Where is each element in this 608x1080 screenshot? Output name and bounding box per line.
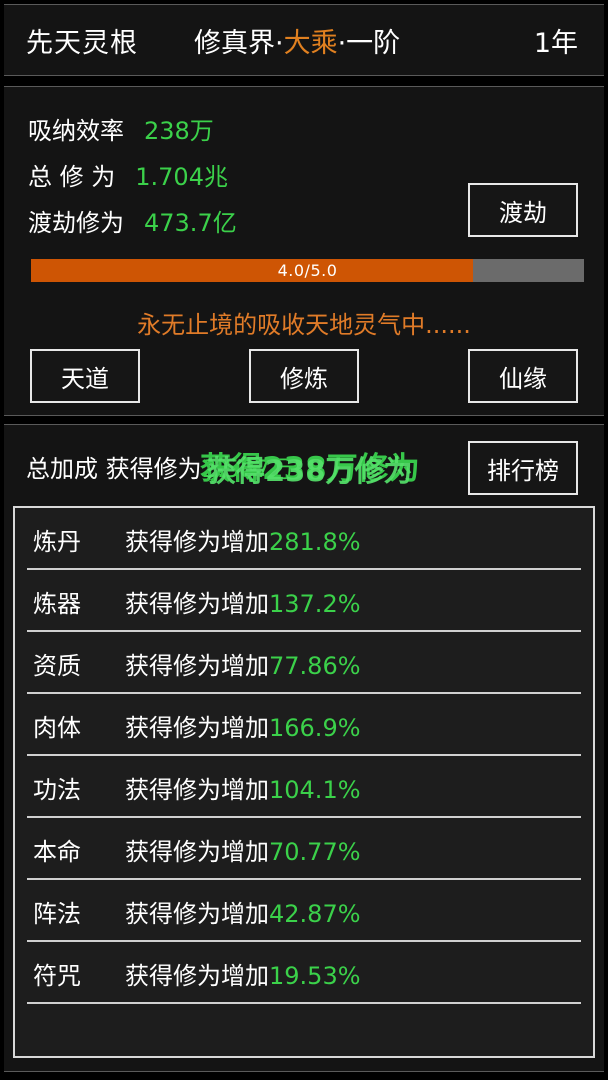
realm-label: 修真界·大乘·一阶: [194, 21, 400, 60]
bonus-row[interactable]: 符咒 获得修为增加19.53%: [15, 942, 593, 1004]
realm-suffix: ·一阶: [337, 27, 401, 59]
bonus-desc-text: 获得修为增加: [125, 837, 269, 866]
stat-value: 238万: [144, 117, 214, 145]
stat-label: 吸纳效率: [28, 117, 124, 145]
bonus-description: 获得修为增加166.9%: [125, 708, 361, 743]
bonus-name: 炼丹: [33, 527, 81, 556]
bonus-name: 资质: [33, 651, 81, 680]
progress-label: 4.0/5.0: [277, 261, 338, 280]
bonus-name: 本命: [33, 837, 81, 866]
ranking-button[interactable]: 排行榜: [468, 441, 578, 495]
bonus-percent: 104.1%: [269, 775, 361, 804]
bonus-summary-value: 2.587万: [201, 455, 295, 483]
bonus-list[interactable]: 炼丹 获得修为增加281.8% 炼器 获得修为增加137.2% 资质 获得修为增…: [13, 506, 595, 1058]
header-panel: 先天灵根 修真界·大乘·一阶 1年: [4, 4, 604, 76]
bonus-desc-text: 获得修为增加: [125, 651, 269, 680]
bonus-description: 获得修为增加77.86%: [125, 646, 361, 681]
status-message: 永无止境的吸收天地灵气中......: [137, 311, 471, 339]
cultivation-progress-bar[interactable]: 4.0/5.0: [31, 259, 584, 282]
bonus-row[interactable]: 本命 获得修为增加70.77%: [15, 818, 593, 880]
bonus-desc-text: 获得修为增加: [125, 589, 269, 618]
bonus-desc-text: 获得修为增加: [125, 527, 269, 556]
immortal-fate-button[interactable]: 仙缘: [468, 349, 578, 403]
bonus-name: 炼器: [33, 589, 81, 618]
bonus-description: 获得修为增加42.87%: [125, 894, 361, 929]
cultivate-button[interactable]: 修炼: [249, 349, 359, 403]
bonus-row[interactable]: 炼丹 获得修为增加281.8%: [15, 508, 593, 570]
stat-row-absorption: 吸纳效率 238万: [28, 111, 214, 146]
bonus-name: 功法: [33, 775, 81, 804]
bonus-percent: 166.9%: [269, 713, 361, 742]
bonus-desc-text: 获得修为增加: [125, 713, 269, 742]
bonus-row[interactable]: 资质 获得修为增加77.86%: [15, 632, 593, 694]
bonus-desc-text: 获得修为增加: [125, 961, 269, 990]
bonus-description: 获得修为增加70.77%: [125, 832, 361, 867]
bonus-percent: 42.87%: [269, 899, 361, 928]
bonus-percent: 281.8%: [269, 527, 361, 556]
bonus-summary-label: 总加成: [26, 455, 98, 483]
bonus-summary-desc: 获得修为: [105, 455, 202, 483]
stat-row-total-cultivation: 总 修 为 1.704兆: [28, 157, 228, 192]
bonus-desc-text: 获得修为增加: [125, 775, 269, 804]
heavenly-dao-button[interactable]: 天道: [30, 349, 140, 403]
stat-label: 总 修 为: [28, 163, 116, 191]
bonus-summary: 总加成 获得修为2.587万: [26, 449, 294, 484]
stat-value: 1.704兆: [135, 163, 228, 191]
bonus-description: 获得修为增加104.1%: [125, 770, 361, 805]
bonus-description: 获得修为增加19.53%: [125, 956, 361, 991]
tribulation-button[interactable]: 渡劫: [468, 183, 578, 237]
bonus-desc-text: 获得修为增加: [125, 899, 269, 928]
realm-stage: 大乘: [283, 27, 338, 59]
stat-row-tribulation-cultivation: 渡劫修为 473.7亿: [28, 203, 237, 238]
character-name: 先天灵根: [26, 27, 138, 59]
bonus-percent: 19.53%: [269, 961, 361, 990]
bonus-percent: 137.2%: [269, 589, 361, 618]
bonus-row[interactable]: 阵法 获得修为增加42.87%: [15, 880, 593, 942]
bonus-description: 获得修为增加281.8%: [125, 522, 361, 557]
bonus-description: 获得修为增加137.2%: [125, 584, 361, 619]
bonus-name: 肉体: [33, 713, 81, 742]
bonus-percent: 77.86%: [269, 651, 361, 680]
bonus-panel: 总加成 获得修为2.587万 排行榜 炼丹 获得修为增加281.8% 炼器 获得…: [4, 424, 604, 1072]
progress-fill: [31, 259, 474, 282]
bonus-row[interactable]: 肉体 获得修为增加166.9%: [15, 694, 593, 756]
bonus-row[interactable]: 炼器 获得修为增加137.2%: [15, 570, 593, 632]
stat-label: 渡劫修为: [28, 209, 124, 237]
stats-panel: 吸纳效率 238万 总 修 为 1.704兆 渡劫修为 473.7亿 渡劫 4.0/5…: [4, 86, 604, 416]
realm-prefix: 修真界·: [194, 27, 284, 59]
bonus-row[interactable]: 功法 获得修为增加104.1%: [15, 756, 593, 818]
bonus-name: 符咒: [33, 961, 81, 990]
stat-value: 473.7亿: [144, 209, 237, 237]
bonus-percent: 70.77%: [269, 837, 361, 866]
year-counter: 1年: [533, 27, 578, 59]
bonus-name: 阵法: [33, 899, 81, 928]
